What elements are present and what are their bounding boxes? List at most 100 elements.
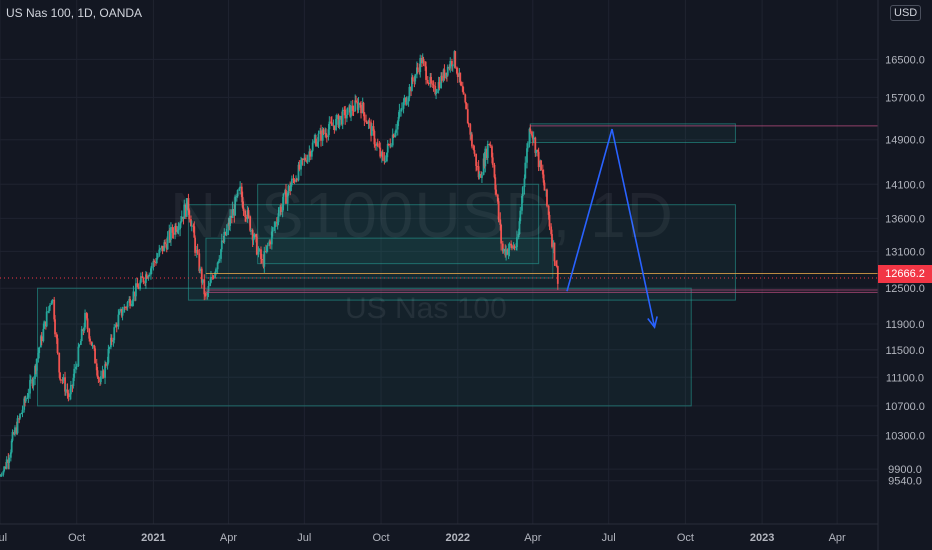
candle-body — [546, 189, 548, 206]
candle-body — [394, 132, 397, 138]
candle-body — [203, 279, 206, 295]
x-tick-label: Oct — [68, 532, 85, 544]
candle-body — [419, 58, 422, 73]
candle-body — [476, 165, 478, 167]
candle-body — [426, 79, 429, 84]
candle-body — [166, 236, 169, 250]
candle-body — [385, 152, 388, 162]
candle-body — [298, 164, 301, 170]
candle-body — [209, 282, 212, 286]
candle-body — [269, 241, 272, 245]
candle-body — [96, 370, 99, 378]
candle-body — [422, 59, 425, 63]
candle-body — [136, 283, 139, 288]
candle-body — [199, 268, 202, 272]
candle-body — [341, 109, 344, 125]
candle-body — [508, 243, 511, 250]
candle-body — [260, 249, 262, 259]
candle-body — [265, 251, 267, 253]
candle-body — [440, 75, 442, 89]
candle-body — [245, 217, 247, 220]
candle-body — [180, 221, 182, 224]
candle-body — [424, 62, 427, 67]
candle-body — [436, 90, 438, 93]
candle-body — [104, 364, 106, 378]
candle-body — [220, 240, 223, 250]
candle-body — [83, 327, 86, 332]
candle-body — [118, 311, 121, 315]
candle-body — [435, 92, 437, 94]
candle-body — [159, 248, 161, 250]
candle-body — [257, 250, 260, 255]
candle-body — [290, 184, 292, 191]
x-tick-label: Apr — [220, 532, 237, 544]
zone-box — [257, 183, 540, 265]
candle-body — [5, 459, 8, 469]
chart-title: US Nas 100, 1D, OANDA — [6, 6, 143, 20]
candle-body — [137, 287, 140, 289]
candle-body — [548, 214, 551, 227]
candle-body — [408, 86, 411, 98]
zone-box — [37, 287, 692, 407]
candle-body — [126, 302, 129, 308]
candle-body — [235, 196, 238, 198]
candle-body — [148, 274, 151, 277]
candle-body — [67, 393, 70, 397]
candle-body — [526, 148, 528, 163]
candle-body — [431, 83, 434, 85]
grid — [0, 0, 878, 524]
candle-body — [35, 358, 38, 371]
candle-body — [274, 222, 277, 228]
candle-body — [355, 100, 357, 103]
candle-body — [39, 336, 42, 348]
candle-body — [427, 83, 430, 85]
candle-body — [295, 179, 298, 181]
candle-body — [297, 164, 300, 181]
candle-body — [550, 226, 553, 235]
candle-body — [510, 243, 513, 246]
candle-body — [438, 82, 441, 89]
candle-body — [367, 121, 370, 124]
candle-body — [328, 121, 331, 130]
candle-body — [79, 340, 82, 345]
candle-body — [378, 146, 381, 148]
candle-body — [255, 234, 257, 237]
candle-body — [48, 306, 51, 312]
x-tick-label: Oct — [372, 532, 389, 544]
candle-body — [523, 178, 526, 188]
candle-body — [180, 216, 183, 222]
candle-body — [350, 105, 352, 117]
candle-body — [161, 245, 164, 252]
candle-body — [62, 377, 65, 381]
candle-body — [502, 248, 505, 252]
candle-body — [516, 237, 518, 248]
candle-body — [244, 210, 247, 218]
candle-body — [229, 215, 232, 227]
candle-body — [266, 245, 269, 247]
candle-body — [131, 301, 134, 305]
candle-body — [90, 341, 93, 346]
candle-body — [2, 471, 5, 475]
candle-body — [432, 84, 435, 86]
candle-body — [277, 213, 280, 223]
y-tick-label: 10700.0 — [885, 401, 925, 413]
candle-body — [73, 368, 76, 378]
candle-body — [518, 221, 521, 235]
candle-body — [390, 145, 392, 147]
candle-body — [501, 243, 504, 252]
candle-body — [282, 193, 285, 205]
candle-body — [542, 174, 545, 183]
currency-button[interactable]: USD — [890, 5, 922, 21]
candle-body — [494, 177, 497, 190]
candle-body — [405, 97, 407, 105]
candle-body — [19, 413, 21, 419]
candle-body — [543, 182, 546, 191]
candle-body — [405, 101, 408, 105]
candle-body — [344, 109, 347, 119]
candle-body — [551, 234, 553, 247]
candle-body — [188, 210, 191, 220]
candle-body — [8, 457, 11, 463]
candle-body — [451, 64, 454, 67]
candle-body — [325, 133, 327, 137]
